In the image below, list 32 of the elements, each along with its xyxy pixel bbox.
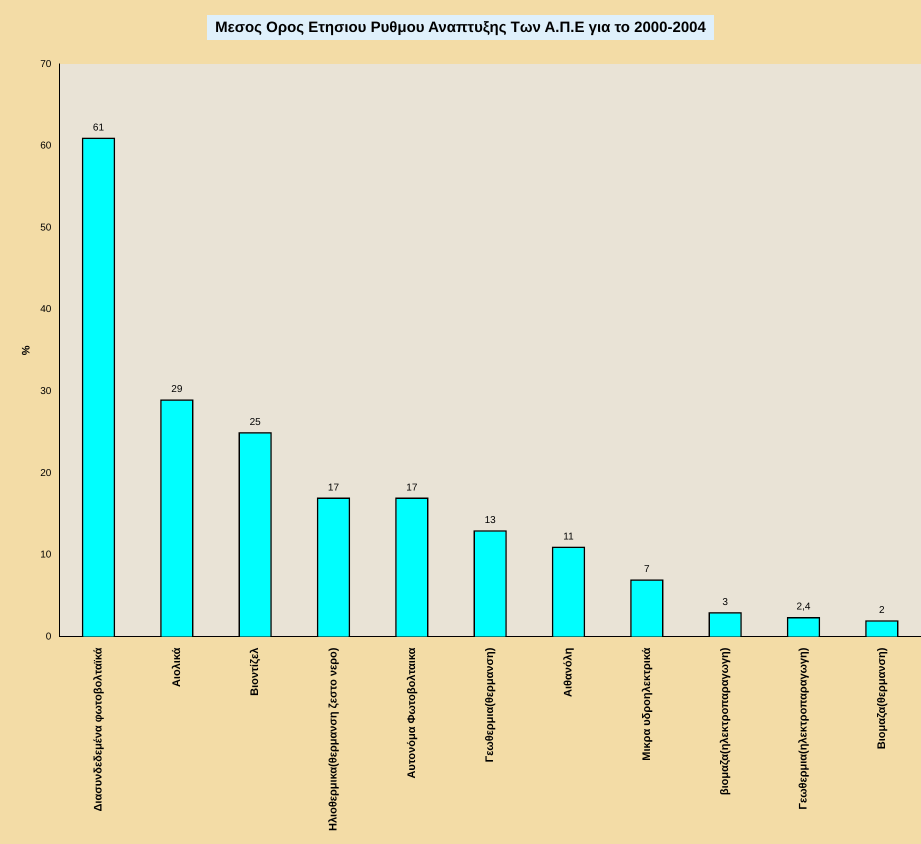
y-axis-title: % — [20, 345, 33, 356]
x-tick-label: Βιομαζα(θερμανση) — [876, 647, 888, 750]
x-tick-label: Γεωθερμια(θερμανση) — [484, 647, 496, 762]
chart-title: Μεσος Ορος Ετησιου Ρυθμου Αναπτυξης Των Α.Π.Ε για το 2000-2004 — [207, 14, 714, 40]
x-tick-label: Διασυνδεδεμένα φωτοβολταϊκά — [92, 647, 105, 812]
data-label: 17 — [406, 482, 418, 494]
y-tick-label: 10 — [40, 550, 52, 561]
data-label: 61 — [92, 122, 104, 134]
x-tick-label: Αιολικά — [170, 647, 183, 688]
data-label: 25 — [250, 416, 262, 428]
data-label: 2 — [879, 605, 886, 616]
x-tick-label: βιομαζα(ηλεκτροπαραγωγη) — [719, 647, 732, 796]
y-tick-label: 30 — [40, 386, 52, 397]
x-tick-label: Αυτονόμα Φωτοβολταικα — [406, 647, 418, 779]
x-tick-label: Αιθανόλη — [562, 647, 575, 698]
y-tick-label: 0 — [46, 631, 52, 642]
data-label: 11 — [563, 531, 574, 542]
x-tick-label: Βιοντίζελ — [249, 648, 262, 696]
y-tick-label: 20 — [40, 468, 52, 479]
data-label: 17 — [328, 482, 340, 494]
y-tick-label: 40 — [40, 304, 52, 316]
x-tick-label: Μικρα υδροηλεκτρικά — [640, 647, 653, 761]
y-tick-label: 70 — [40, 58, 52, 70]
data-label: 13 — [484, 515, 496, 526]
data-label: 2,4 — [796, 602, 811, 613]
x-tick-label: Γεωθερμια(ηλεκτροπαραγωγη) — [798, 647, 810, 810]
y-tick-label: 60 — [40, 140, 52, 152]
x-tick-label: Ηλιοθερμικα(θερμανση ζεστο νερο) — [328, 647, 340, 832]
y-tick-label: 50 — [40, 222, 52, 234]
data-label: 3 — [722, 596, 728, 608]
data-label: 29 — [171, 384, 183, 396]
data-label: 7 — [644, 564, 650, 576]
